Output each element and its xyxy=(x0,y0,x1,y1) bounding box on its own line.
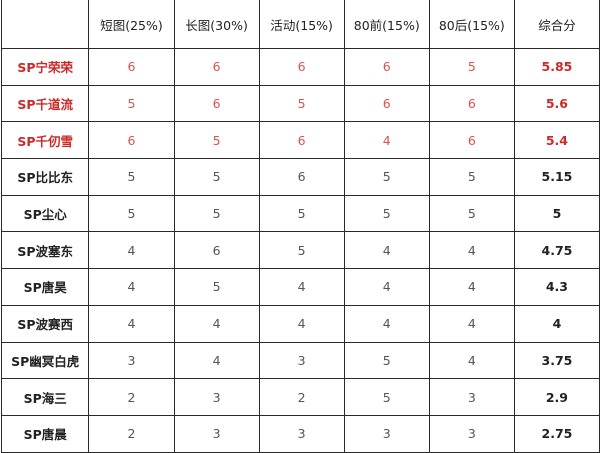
score-cell: 3 xyxy=(88,341,175,380)
score-cell: 5 xyxy=(173,158,260,196)
table-row: SP千道流 5 6 5 6 6 5.6 xyxy=(0,84,600,123)
total-score: 3.75 xyxy=(513,341,600,380)
total-score: 4 xyxy=(513,304,600,343)
total-score: 5 xyxy=(513,194,600,233)
score-cell: 4 xyxy=(258,268,345,306)
score-cell: 3 xyxy=(173,378,260,416)
score-cell: 5 xyxy=(343,158,430,196)
character-name: SP海三 xyxy=(0,378,90,416)
character-name: SP波赛西 xyxy=(0,304,90,343)
score-cell: 3 xyxy=(173,414,260,453)
table-row: SP唐晨 2 3 3 3 3 2.75 xyxy=(0,414,600,453)
character-name: SP宁荣荣 xyxy=(0,48,90,86)
score-cell: 4 xyxy=(173,341,260,380)
character-name: SP波塞东 xyxy=(0,231,90,270)
table-row: SP唐昊 4 5 4 4 4 4.3 xyxy=(0,268,600,306)
score-cell: 4 xyxy=(343,231,430,270)
score-cell: 6 xyxy=(258,158,345,196)
total-score: 2.9 xyxy=(513,378,600,416)
score-cell: 4 xyxy=(428,268,515,306)
score-cell: 4 xyxy=(428,341,515,380)
score-cell: 4 xyxy=(428,231,515,270)
score-cell: 5 xyxy=(343,341,430,380)
table-row: SP幽冥白虎 3 4 3 5 4 3.75 xyxy=(0,341,600,380)
total-score: 4.75 xyxy=(513,231,600,270)
total-score: 5.85 xyxy=(513,48,600,86)
score-cell: 4 xyxy=(258,304,345,343)
total-score: 4.3 xyxy=(513,268,600,306)
score-cell: 6 xyxy=(258,48,345,86)
character-name: SP比比东 xyxy=(0,158,90,196)
score-cell: 5 xyxy=(173,121,260,160)
character-name: SP千道流 xyxy=(0,84,90,123)
score-cell: 3 xyxy=(428,378,515,416)
header-row: 短图(25%) 长图(30%) 活动(15%) 80前(15%) 80后(15%… xyxy=(0,0,600,49)
table-row: SP宁荣荣 6 6 6 6 5 5.85 xyxy=(0,48,600,86)
score-cell: 6 xyxy=(428,121,515,160)
score-cell: 5 xyxy=(428,48,515,86)
table-row: SP海三 2 3 2 5 3 2.9 xyxy=(0,378,600,416)
score-cell: 3 xyxy=(428,414,515,453)
score-cell: 6 xyxy=(173,48,260,86)
score-cell: 5 xyxy=(343,378,430,416)
score-cell: 4 xyxy=(88,304,175,343)
score-cell: 6 xyxy=(428,84,515,123)
total-score: 5.6 xyxy=(513,84,600,123)
total-score: 5.4 xyxy=(513,121,600,160)
score-cell: 6 xyxy=(173,231,260,270)
table-row: SP千仞雪 6 5 6 4 6 5.4 xyxy=(0,121,600,160)
header-activity: 活动(15%) xyxy=(258,0,345,49)
score-cell: 5 xyxy=(88,158,175,196)
score-cell: 3 xyxy=(343,414,430,453)
score-cell: 5 xyxy=(88,84,175,123)
table-row: SP波赛西 4 4 4 4 4 4 xyxy=(0,304,600,343)
header-before-80: 80前(15%) xyxy=(343,0,430,49)
score-cell: 5 xyxy=(258,194,345,233)
score-cell: 5 xyxy=(258,84,345,123)
character-name: SP千仞雪 xyxy=(0,121,90,160)
header-cell-empty xyxy=(0,0,90,49)
score-cell: 5 xyxy=(343,194,430,233)
score-cell: 5 xyxy=(173,194,260,233)
score-cell: 5 xyxy=(258,231,345,270)
score-cell: 6 xyxy=(258,121,345,160)
character-name: SP幽冥白虎 xyxy=(0,341,90,380)
header-long-image: 长图(30%) xyxy=(173,0,260,49)
score-cell: 4 xyxy=(428,304,515,343)
score-cell: 6 xyxy=(88,121,175,160)
score-cell: 4 xyxy=(343,268,430,306)
table-row: SP波塞东 4 6 5 4 4 4.75 xyxy=(0,231,600,270)
score-cell: 4 xyxy=(88,231,175,270)
score-cell: 5 xyxy=(173,268,260,306)
score-cell: 5 xyxy=(428,158,515,196)
score-cell: 3 xyxy=(258,414,345,453)
score-cell: 4 xyxy=(343,304,430,343)
score-cell: 4 xyxy=(88,268,175,306)
score-cell: 3 xyxy=(258,341,345,380)
score-cell: 5 xyxy=(428,194,515,233)
score-cell: 6 xyxy=(343,48,430,86)
total-score: 2.75 xyxy=(513,414,600,453)
header-after-80: 80后(15%) xyxy=(428,0,515,49)
score-cell: 6 xyxy=(343,84,430,123)
table-row: SP尘心 5 5 5 5 5 5 xyxy=(0,194,600,233)
score-cell: 4 xyxy=(173,304,260,343)
score-cell: 6 xyxy=(88,48,175,86)
header-total-score: 综合分 xyxy=(513,0,600,49)
total-score: 5.15 xyxy=(513,158,600,196)
score-cell: 5 xyxy=(88,194,175,233)
score-cell: 2 xyxy=(88,378,175,416)
table-row: SP比比东 5 5 6 5 5 5.15 xyxy=(0,158,600,196)
header-short-image: 短图(25%) xyxy=(88,0,175,49)
score-cell: 2 xyxy=(88,414,175,453)
score-cell: 6 xyxy=(173,84,260,123)
character-name: SP唐晨 xyxy=(0,414,90,453)
character-name: SP尘心 xyxy=(0,194,90,233)
character-name: SP唐昊 xyxy=(0,268,90,306)
score-cell: 4 xyxy=(343,121,430,160)
score-cell: 2 xyxy=(258,378,345,416)
